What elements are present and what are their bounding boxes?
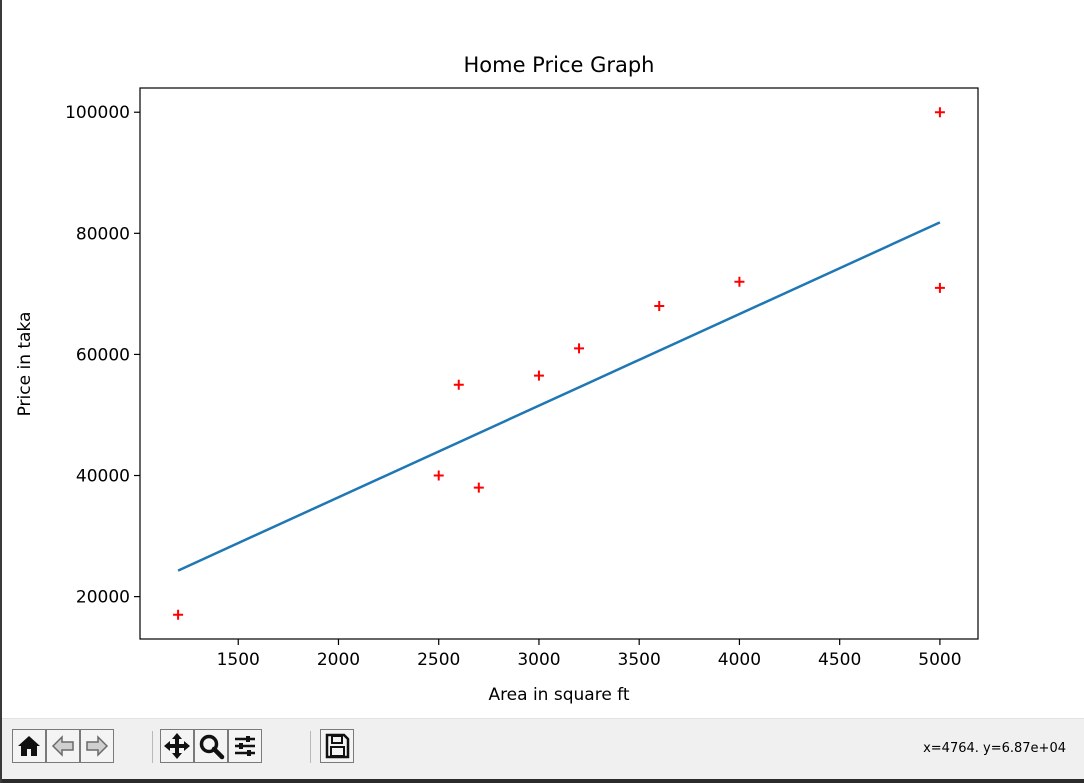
scatter-point (533, 370, 544, 381)
move-icon (164, 733, 190, 759)
pan-button[interactable] (160, 729, 194, 763)
scatter-point (934, 107, 945, 118)
y-axis-label: Price in taka (15, 312, 35, 417)
x-axis-label: Area in square ft (488, 685, 629, 705)
y-tick-label: 20000 (76, 588, 130, 608)
home-button[interactable] (12, 729, 46, 763)
configure-subplots-button[interactable] (228, 729, 262, 763)
x-axis-ticks: 1500 2000 2500 3000 3500 4000 4500 5000 (217, 639, 962, 670)
scatter-point (173, 609, 184, 620)
x-tick-label: 2000 (317, 650, 360, 670)
x-tick-label: 3000 (517, 650, 560, 670)
series-layer (173, 107, 945, 620)
y-axis-ticks: 20000 40000 60000 80000 100000 (65, 103, 140, 608)
scatter-point (574, 343, 585, 354)
scatter-point (473, 482, 484, 493)
cursor-coordinate-readout: x=4764. y=6.87e+04 (923, 741, 1066, 756)
x-tick-label: 4000 (718, 650, 761, 670)
scatter-point (453, 379, 464, 390)
home-icon (18, 736, 40, 756)
scatter-point (734, 276, 745, 287)
save-button[interactable] (320, 729, 354, 763)
back-button[interactable] (46, 729, 80, 763)
y-tick-label: 60000 (76, 345, 130, 365)
chart-title: Home Price Graph (463, 53, 654, 77)
scatter-point (654, 300, 665, 311)
axes-frame (139, 87, 979, 640)
scatter-point (934, 282, 945, 293)
forward-button[interactable] (80, 729, 114, 763)
floppy-disk-icon (325, 733, 350, 759)
window-bottom-border (2, 779, 1084, 783)
x-tick-label: 1500 (217, 650, 260, 670)
y-tick-label: 40000 (76, 467, 130, 487)
magnifier-icon (199, 734, 225, 760)
zoom-button[interactable] (194, 729, 228, 763)
x-tick-label: 3500 (618, 650, 661, 670)
toolbar-separator (152, 731, 153, 763)
figure-canvas[interactable]: 20000 40000 60000 80000 100000 1500 2000 2500 3… (2, 0, 1084, 718)
x-tick-label: 2500 (417, 650, 460, 670)
toolbar-separator (310, 731, 311, 763)
arrow-left-icon (51, 735, 74, 757)
y-tick-label: 100000 (65, 103, 130, 123)
arrow-right-icon (86, 735, 109, 757)
regression-line (177, 221, 941, 572)
sliders-icon (235, 736, 255, 756)
plot-svg[interactable]: 20000 40000 60000 80000 100000 1500 2000 2500 3… (2, 0, 1084, 718)
navigation-toolbar: x=4764. y=6.87e+04 (2, 718, 1084, 780)
scatter-point (433, 470, 444, 481)
x-tick-label: 5000 (918, 650, 961, 670)
x-tick-label: 4500 (818, 650, 861, 670)
y-tick-label: 80000 (76, 224, 130, 244)
